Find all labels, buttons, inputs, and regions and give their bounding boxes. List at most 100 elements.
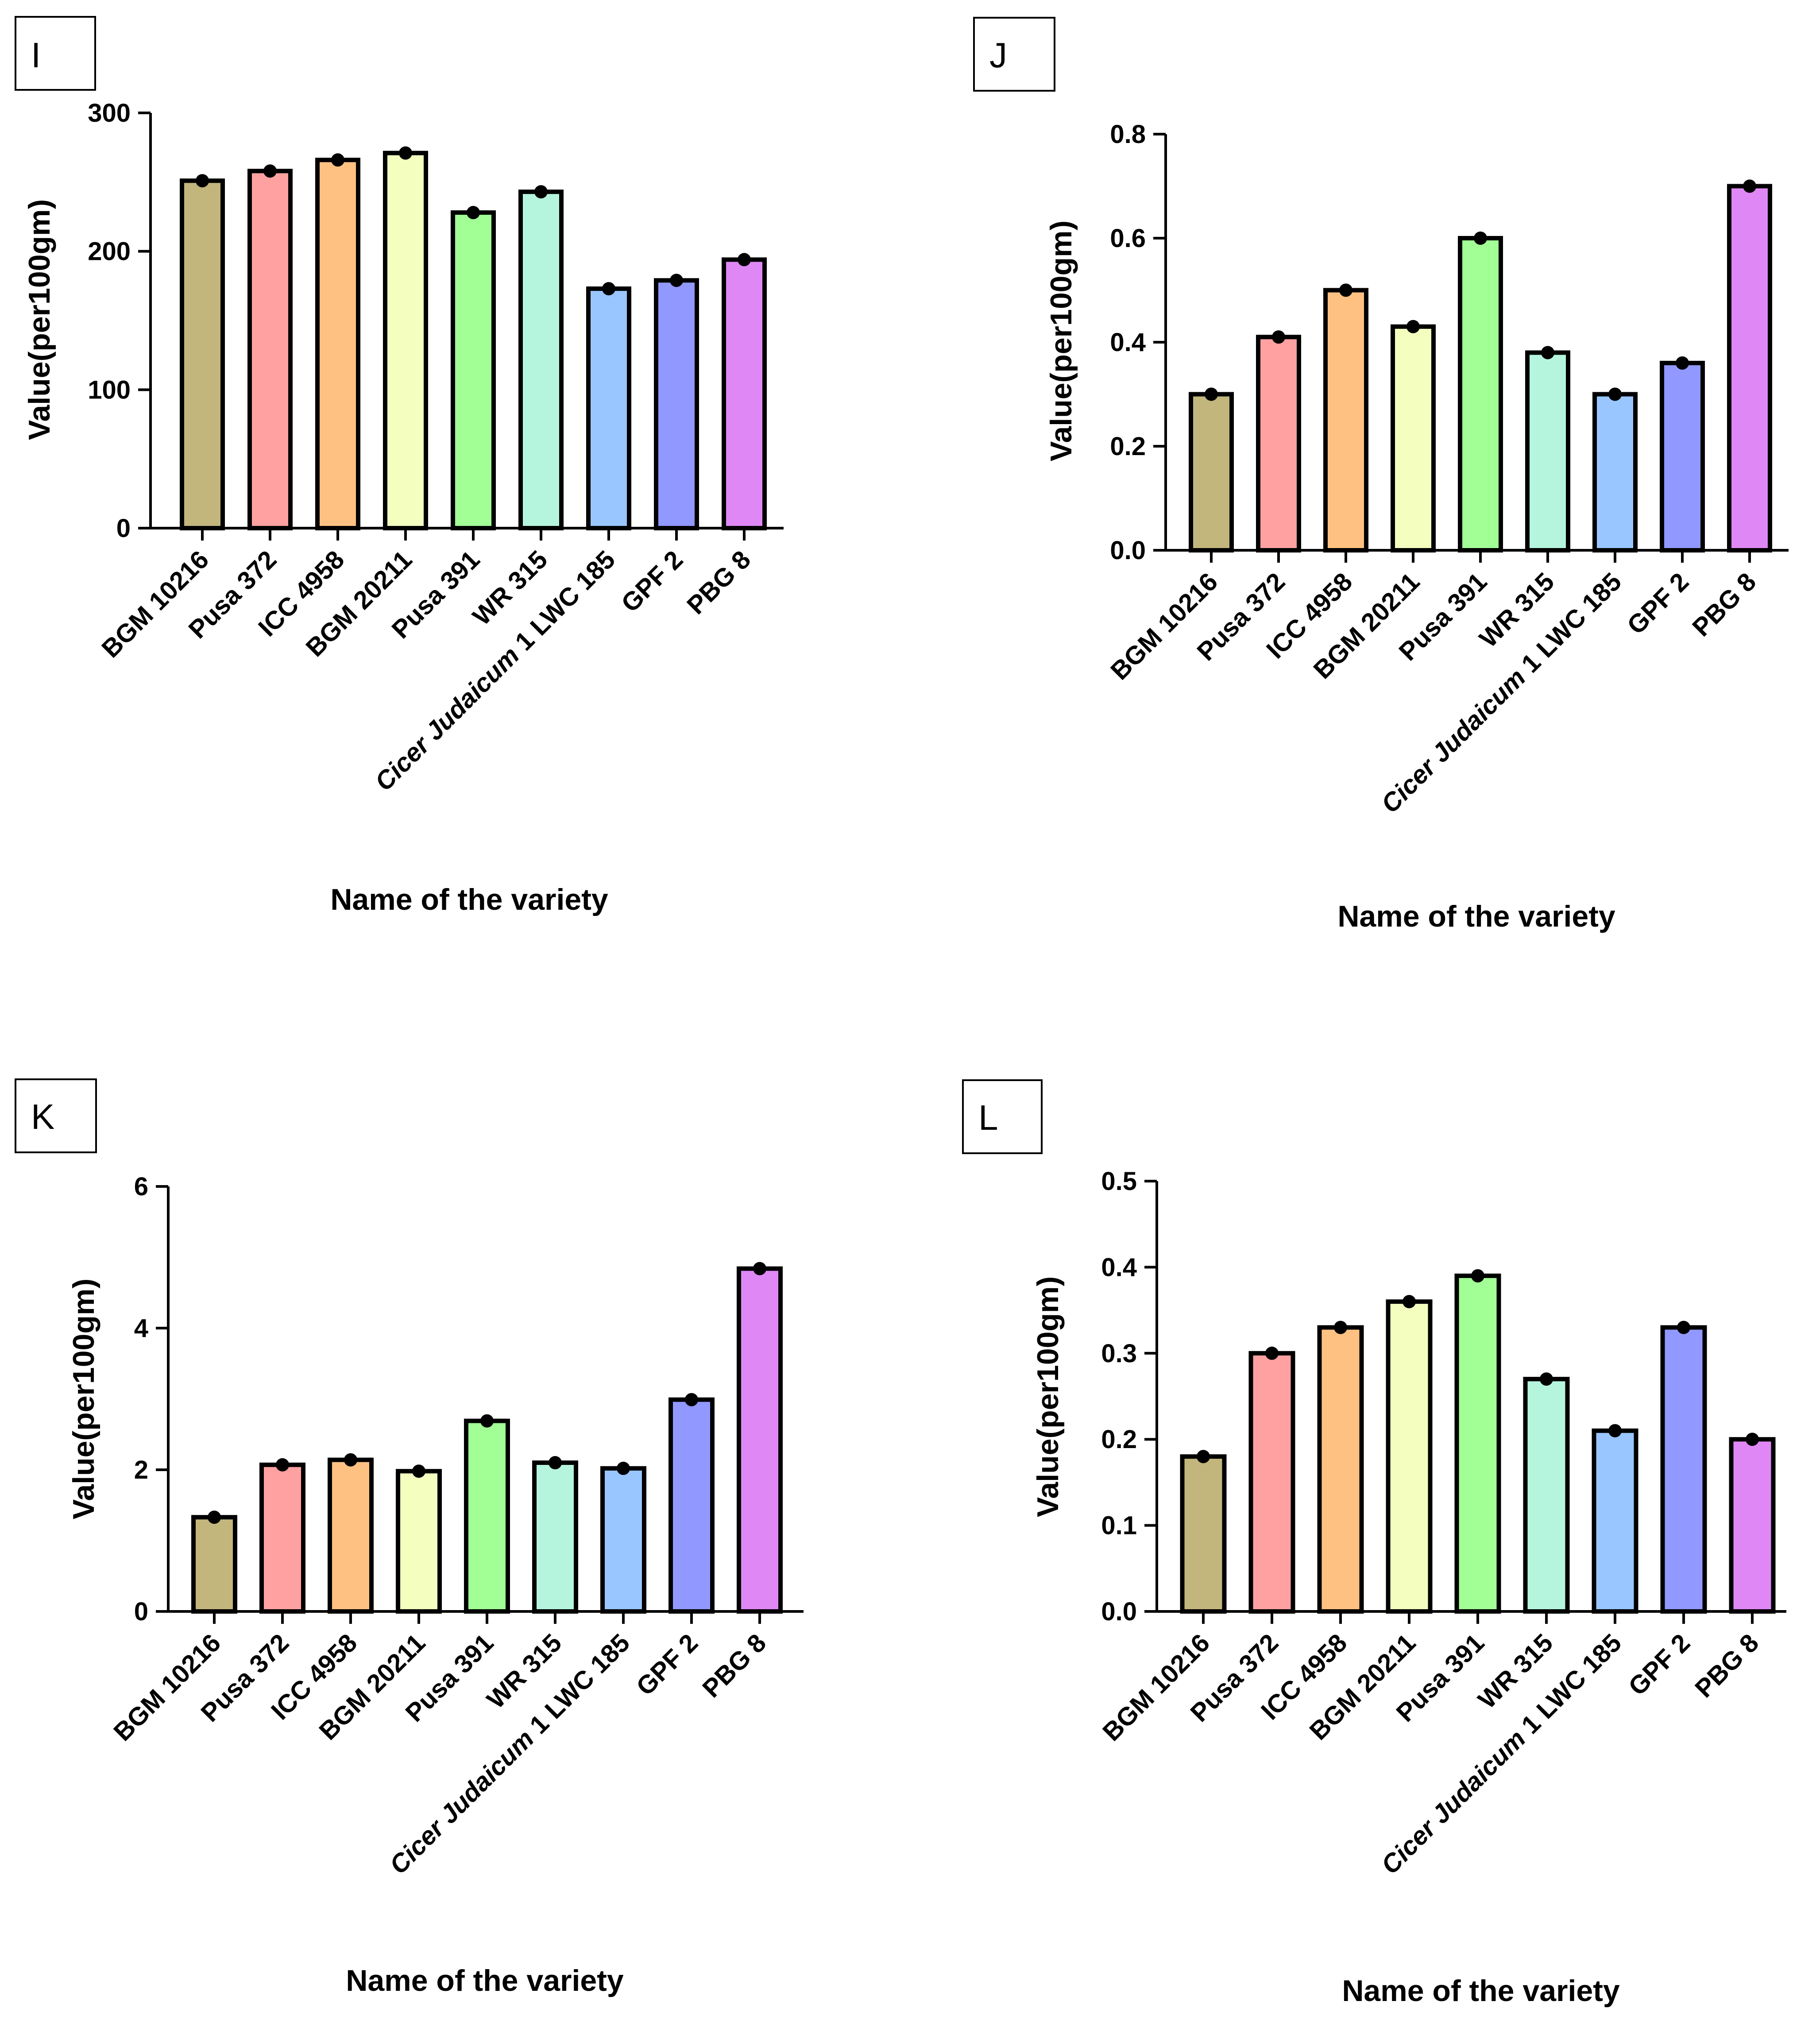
bar xyxy=(396,1469,442,1614)
data-point xyxy=(617,1461,630,1475)
data-point xyxy=(276,1458,289,1472)
bar xyxy=(191,1515,237,1614)
y-tick-label: 0 xyxy=(134,1597,148,1626)
x-tick-label-italic: Cicer Judaicum xyxy=(369,641,525,796)
x-axis-title: Name of the variety xyxy=(1342,1974,1620,2008)
data-point xyxy=(399,146,412,160)
y-tick-label: 0.1 xyxy=(1101,1511,1137,1540)
bar xyxy=(532,1460,578,1614)
bar xyxy=(1592,1428,1638,1614)
x-tick-label: BGM 10216 xyxy=(1097,1628,1215,1746)
data-point xyxy=(412,1464,425,1478)
bar xyxy=(259,1462,305,1614)
bar xyxy=(1386,1299,1433,1614)
panel-tag-box xyxy=(15,1078,97,1153)
y-tick-label: 300 xyxy=(88,99,131,127)
data-point xyxy=(1608,1424,1622,1437)
data-point xyxy=(549,1456,562,1469)
x-tick-label: GPF 2 xyxy=(616,545,688,618)
x-tick-label: PBG 8 xyxy=(1687,567,1762,642)
x-tick-label: PBG 8 xyxy=(697,1628,772,1703)
data-point xyxy=(344,1453,357,1467)
data-point xyxy=(196,174,209,188)
panel-tag-box xyxy=(973,17,1055,92)
data-point xyxy=(1407,320,1420,333)
y-tick-label: 0.4 xyxy=(1101,1253,1137,1282)
bar xyxy=(1248,1351,1295,1614)
y-tick-label: 0.4 xyxy=(1110,328,1146,357)
bar xyxy=(1523,1377,1570,1614)
data-point xyxy=(331,153,344,167)
bar xyxy=(1727,184,1772,552)
bar xyxy=(518,189,564,531)
y-tick-label: 0.2 xyxy=(1110,432,1146,461)
panel-tag-label: L xyxy=(978,1098,998,1137)
x-tick-label: PBG 8 xyxy=(681,545,756,620)
data-point xyxy=(263,164,277,178)
y-tick-label: 0.5 xyxy=(1101,1167,1137,1196)
bar xyxy=(1323,288,1368,552)
data-point xyxy=(685,1393,698,1406)
bar xyxy=(586,286,631,530)
bar xyxy=(464,1418,510,1614)
data-point xyxy=(208,1510,221,1524)
data-point xyxy=(1339,283,1352,297)
bar xyxy=(180,178,225,530)
y-tick-label: 0.0 xyxy=(1110,536,1146,565)
bar xyxy=(1525,350,1570,552)
x-tick-label-italic: Cicer Judaicum xyxy=(384,1724,539,1880)
x-tick-label: GPF 2 xyxy=(1622,567,1694,640)
x-axis-title: Name of the variety xyxy=(330,883,608,916)
y-tick-label: 0.0 xyxy=(1101,1597,1137,1626)
bar xyxy=(1256,335,1301,552)
x-tick-label: PBG 8 xyxy=(1689,1628,1764,1703)
data-point xyxy=(1677,1321,1690,1334)
y-tick-label: 200 xyxy=(88,237,131,266)
bar xyxy=(1660,1325,1707,1614)
x-tick-label: BGM 10216 xyxy=(96,545,214,663)
y-axis-title: Value(per100gm) xyxy=(1044,220,1078,461)
data-point xyxy=(480,1414,494,1428)
data-point xyxy=(753,1262,766,1275)
y-tick-label: 0 xyxy=(116,514,131,543)
bar xyxy=(600,1466,646,1614)
y-tick-label: 4 xyxy=(134,1314,148,1343)
bar xyxy=(315,158,360,531)
bar xyxy=(1454,1273,1501,1614)
data-point xyxy=(1541,346,1554,359)
bar xyxy=(328,1457,374,1614)
data-point xyxy=(1272,330,1285,344)
bar xyxy=(1458,236,1503,552)
bar xyxy=(1317,1325,1364,1614)
data-point xyxy=(534,185,548,199)
bar xyxy=(1180,1454,1227,1614)
data-point xyxy=(1608,387,1622,401)
x-tick-label: BGM 10216 xyxy=(108,1628,226,1746)
bar xyxy=(1660,361,1705,552)
panel-tag-box xyxy=(15,16,96,91)
data-point xyxy=(738,253,751,267)
panel-tag-label: K xyxy=(31,1097,54,1136)
x-tick-label: BGM 10216 xyxy=(1105,567,1223,685)
data-point xyxy=(1197,1450,1210,1464)
bar xyxy=(654,278,699,530)
y-axis-title: Value(per100gm) xyxy=(1031,1276,1065,1517)
panel-tag-box xyxy=(962,1079,1043,1154)
panel-tag-label: J xyxy=(989,35,1007,75)
x-tick-label: GPF 2 xyxy=(631,1628,703,1701)
data-point xyxy=(1265,1346,1279,1360)
y-tick-label: 6 xyxy=(134,1172,148,1201)
x-axis-title: Name of the variety xyxy=(346,1964,624,1997)
bar xyxy=(1391,324,1436,552)
x-tick-label-italic: Cicer Judaicum xyxy=(1376,663,1531,819)
bar xyxy=(1189,392,1234,552)
y-tick-label: 2 xyxy=(134,1456,148,1484)
data-point xyxy=(1743,179,1756,193)
data-point xyxy=(1540,1372,1553,1386)
data-point xyxy=(670,274,683,287)
data-point xyxy=(1205,387,1218,401)
